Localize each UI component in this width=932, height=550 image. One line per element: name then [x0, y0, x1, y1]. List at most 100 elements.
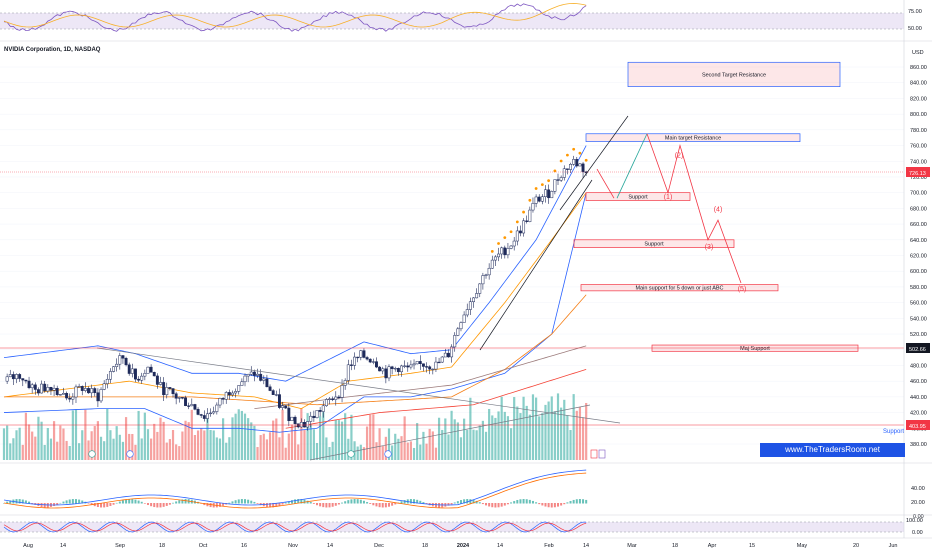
candle-body: [509, 245, 513, 249]
volume-bar: [218, 438, 222, 460]
candle-body: [487, 267, 491, 276]
macd-hist-bar: [569, 501, 572, 504]
flash-marker[interactable]: [590, 449, 598, 459]
volume-bar: [456, 422, 459, 460]
macd-hist-bar: [500, 503, 503, 507]
time-tick-label: 14: [583, 543, 589, 549]
volume-bar: [400, 436, 403, 460]
volume-bar: [287, 433, 290, 460]
candle-body: [93, 388, 97, 393]
macd-hist-bar: [275, 503, 278, 507]
macd-hist-bar: [56, 503, 59, 505]
volume-bar: [303, 429, 306, 460]
macd-hist-bar: [156, 503, 159, 508]
macd-hist-bar: [456, 501, 459, 504]
volume-bar: [268, 432, 272, 460]
candle-body: [256, 373, 259, 376]
macd-hist-bar: [90, 503, 93, 505]
volume-bar: [153, 423, 156, 460]
uptrend-support-line[interactable]: [309, 404, 591, 461]
candle-body: [174, 393, 178, 399]
volume-bar: [381, 445, 384, 460]
flash-marker[interactable]: [598, 449, 606, 459]
signal-dot: [509, 230, 513, 234]
time-tick-label: 18: [672, 543, 678, 549]
candle-body: [440, 356, 444, 363]
price-axis[interactable]: 380.00400.00420.00440.00460.00480.00500.…: [910, 65, 927, 448]
candle-body: [8, 374, 12, 378]
time-tick-label: Jun: [889, 543, 898, 549]
volume-bar: [59, 425, 62, 460]
volume-bar: [347, 438, 350, 460]
elliott-wave-projection[interactable]: (1) (2) (3) (4) (5): [596, 133, 747, 293]
time-tick-label: Dec: [374, 543, 384, 549]
volume-bar: [431, 431, 434, 460]
macd-hist-bar: [162, 503, 165, 507]
earnings-marker[interactable]: [88, 450, 96, 458]
candle-body: [137, 378, 141, 381]
rsi-line: [3, 3, 587, 32]
volume-bar: [375, 442, 378, 460]
candle-body: [65, 393, 69, 399]
volume-bar: [2, 428, 6, 460]
zone-label: Second Target Resistance: [702, 72, 766, 78]
volume-bar: [331, 441, 334, 460]
macd-panel: 40.00 20.00 0.00: [0, 462, 932, 520]
macd-hist-bar: [378, 503, 381, 508]
volume-bar: [472, 429, 475, 460]
candle-body: [306, 421, 310, 428]
channel-line-lower[interactable]: [479, 179, 593, 351]
volume-bar: [406, 442, 409, 460]
candle-body: [381, 368, 385, 372]
volume-bar: [87, 440, 90, 460]
macd-hist-bar: [140, 501, 143, 504]
candlesticks: [5, 147, 588, 431]
event-markers[interactable]: [88, 449, 606, 459]
time-tick-label: May: [797, 543, 808, 549]
dividend-marker[interactable]: [126, 450, 134, 458]
candle-body: [434, 361, 438, 370]
macd-hist-bar: [106, 503, 109, 507]
volume-bar: [513, 397, 516, 460]
macd-hist-bar: [175, 501, 178, 504]
macd-hist-bar: [259, 503, 262, 506]
candle-body: [218, 398, 222, 406]
projection-wave: [646, 133, 742, 284]
wave-label: (3): [705, 244, 714, 251]
time-axis[interactable]: Aug 14 Sep 18 Oct 16 Nov 14 Dec 18 2024 14 Feb 14 Mar 1…: [0, 537, 932, 549]
price-tick-label: 380.00: [910, 442, 927, 448]
macd-hist-bar: [300, 499, 303, 504]
volume-bar: [550, 396, 553, 460]
volume-bar: [488, 408, 491, 460]
candle-body: [512, 240, 516, 247]
candle-body: [321, 405, 325, 412]
macd-hist-bar: [74, 499, 77, 504]
volume-bar: [293, 430, 297, 460]
wave-label: (5): [738, 286, 747, 293]
macd-hist-bar: [103, 503, 106, 508]
volume-bar: [256, 447, 259, 460]
volume-bar: [275, 418, 278, 460]
currency-label: USD: [912, 50, 924, 56]
candle-body: [547, 189, 551, 199]
macd-hist-bar: [353, 499, 356, 504]
trend-lines[interactable]: [0, 115, 904, 461]
candle-body: [465, 309, 469, 316]
candle-body: [581, 163, 585, 173]
macd-hist-bar: [403, 500, 406, 504]
ma-long: [285, 369, 587, 429]
downtrend-line[interactable]: [96, 347, 621, 424]
macd-hist-bar: [65, 500, 68, 504]
candle-body: [393, 368, 397, 370]
dividend-marker[interactable]: [384, 450, 392, 458]
candle-body: [62, 393, 65, 395]
macd-hist-bar: [228, 502, 231, 504]
volume-bar: [112, 438, 115, 460]
earnings-marker[interactable]: [347, 450, 355, 458]
volume-bar: [569, 429, 572, 460]
channel-line-upper[interactable]: [559, 115, 629, 211]
macd-hist-bar: [209, 503, 212, 508]
time-tick-label: 14: [327, 543, 333, 549]
candle-body: [378, 366, 382, 372]
